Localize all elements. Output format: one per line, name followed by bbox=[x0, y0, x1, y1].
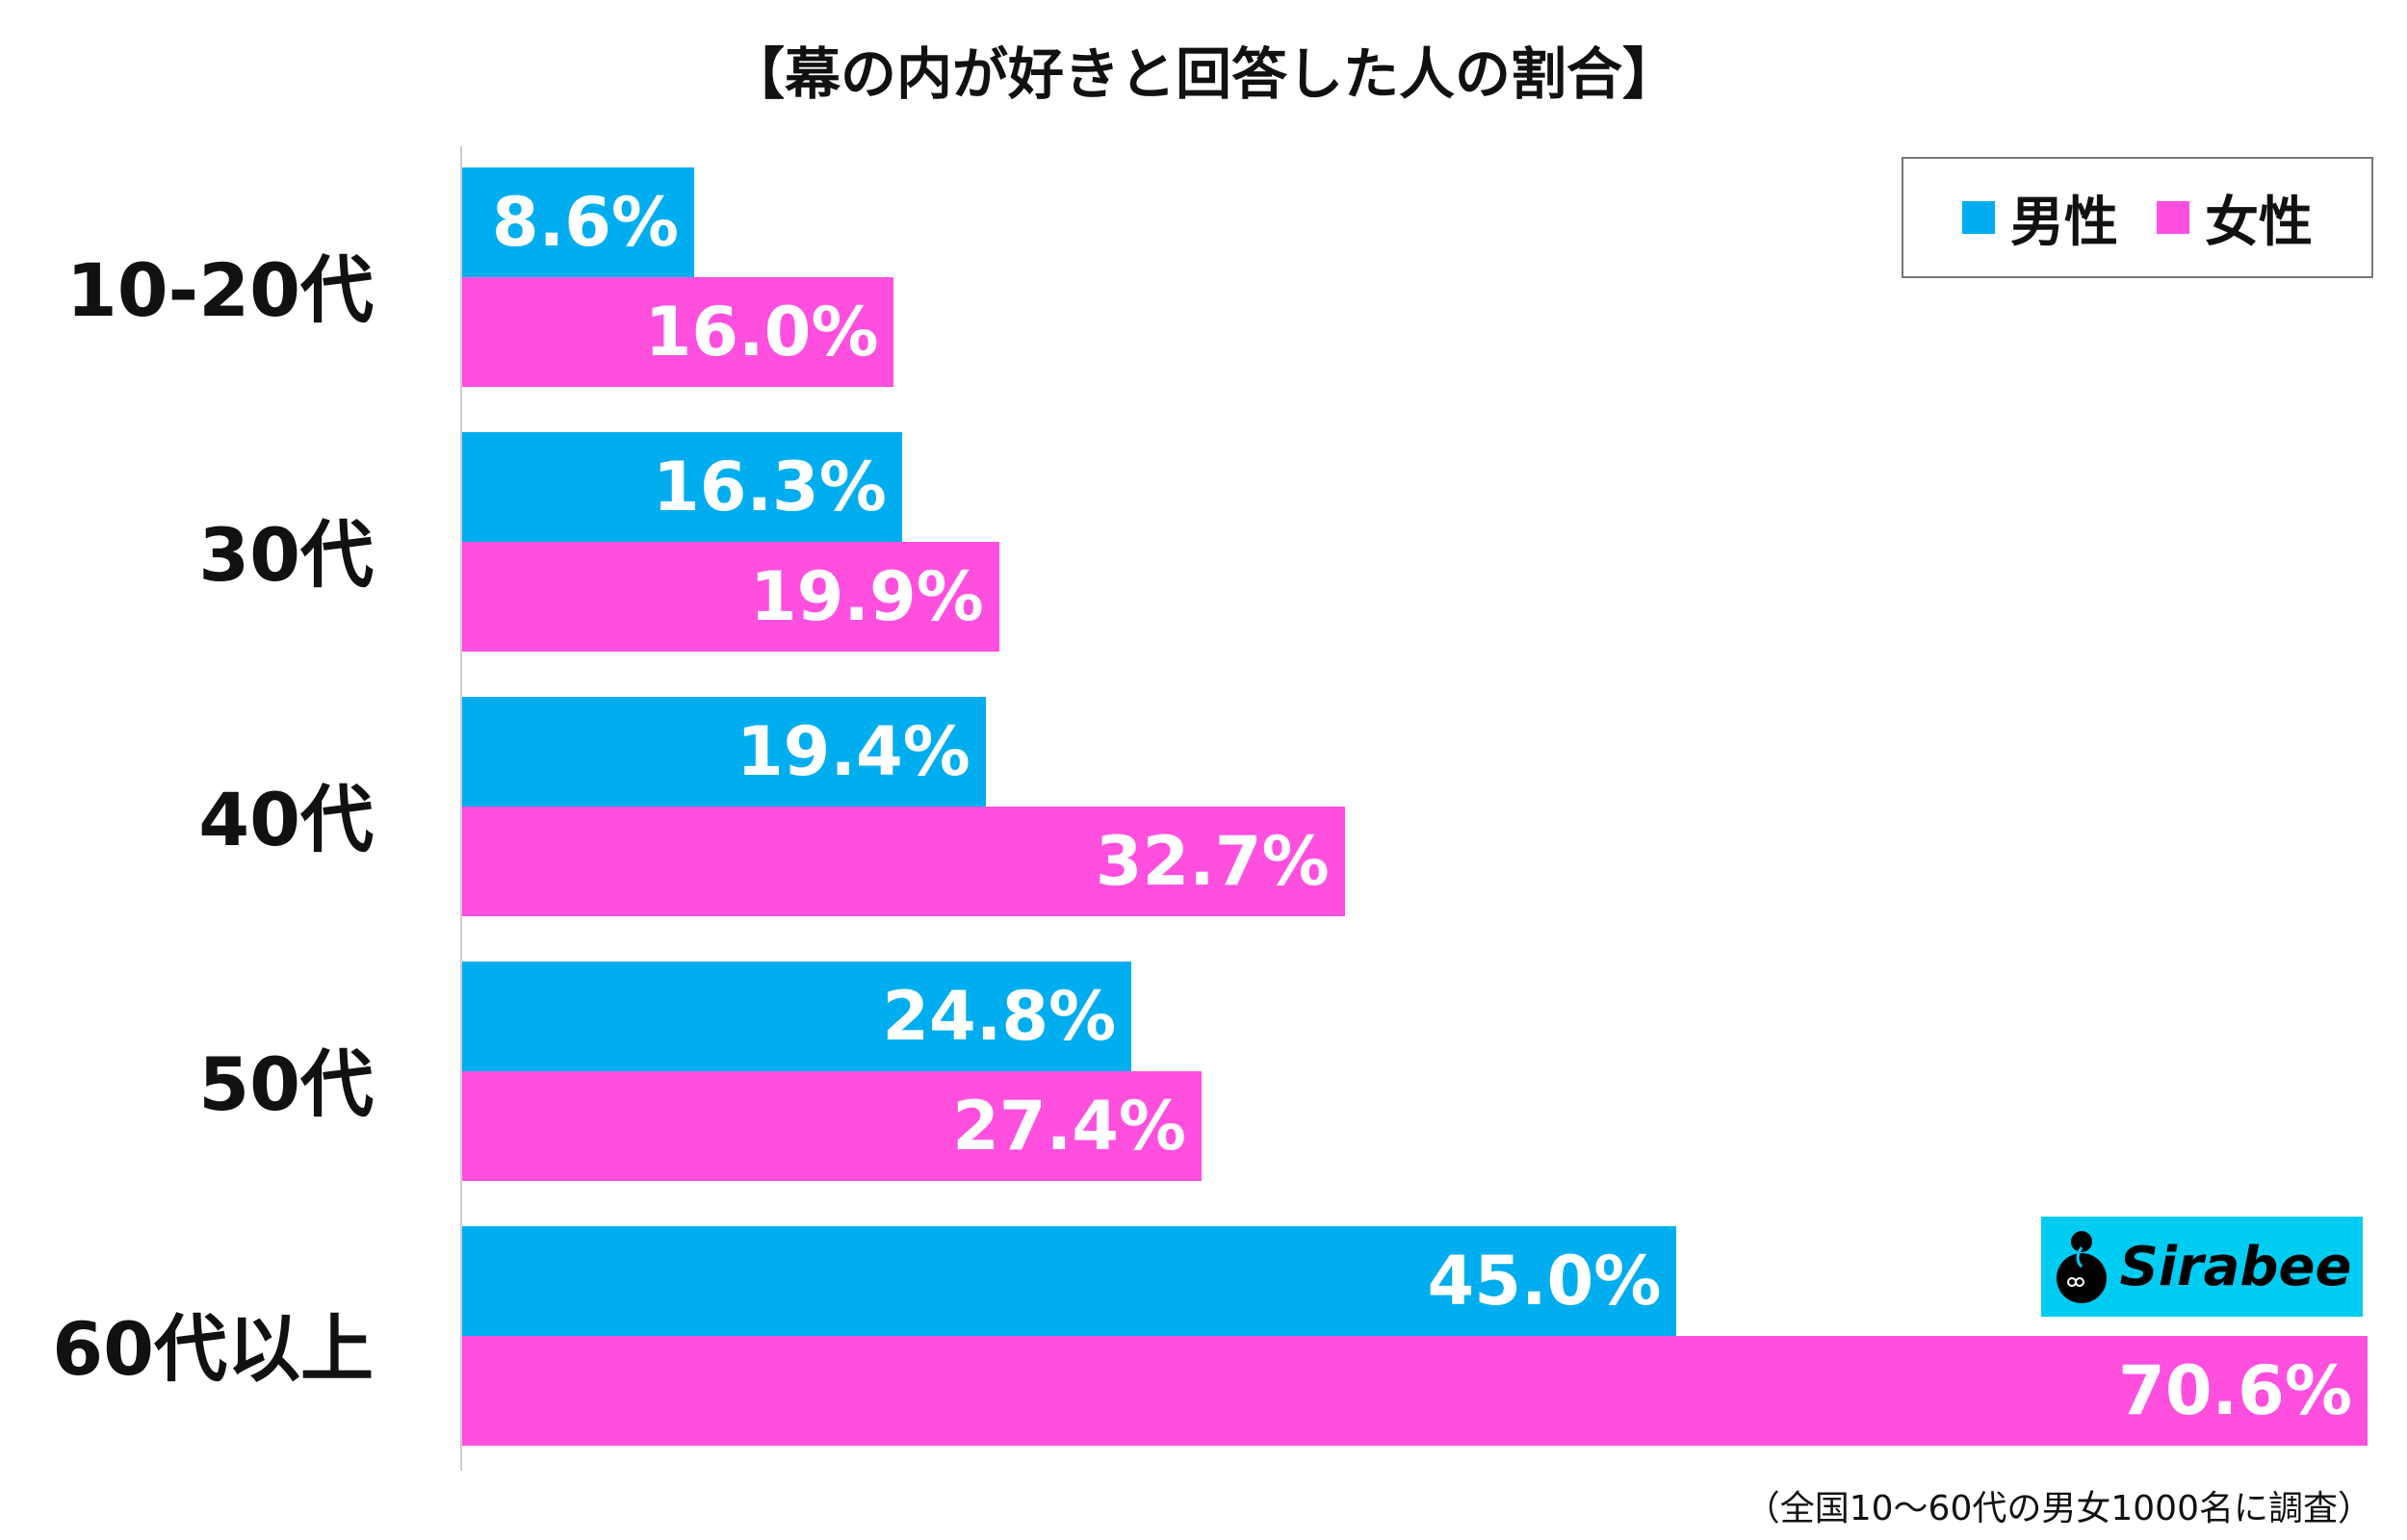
legend-label-female: 女性 bbox=[2205, 191, 2313, 254]
bar-female: 16.0% bbox=[462, 277, 894, 387]
bar-male: 24.8% bbox=[462, 962, 1132, 1071]
bar-male: 8.6% bbox=[462, 167, 695, 277]
chart-title: 【幕の内が好きと回答した人の割合】 bbox=[728, 41, 1678, 107]
sirabee-logo-text: Sirabee bbox=[2119, 1235, 2352, 1298]
sirabee-logo-icon bbox=[2056, 1231, 2107, 1303]
legend-swatch-male bbox=[1962, 201, 1995, 234]
category-label: 30代 bbox=[198, 512, 374, 598]
y-axis-line bbox=[460, 146, 462, 1471]
category-label: 60代以上 bbox=[52, 1306, 374, 1392]
category-label: 50代 bbox=[198, 1041, 374, 1127]
bar-value-label: 24.8% bbox=[882, 977, 1117, 1056]
bar-value-label: 70.6% bbox=[2118, 1351, 2352, 1430]
bar-value-label: 27.4% bbox=[952, 1087, 1187, 1166]
legend: 男性 女性 bbox=[1902, 157, 2373, 278]
bar-male: 16.3% bbox=[462, 432, 902, 542]
bar-female: 19.9% bbox=[462, 542, 999, 652]
bar-value-label: 16.3% bbox=[653, 448, 887, 526]
survey-note: （全国10〜60代の男女1000名に調査） bbox=[1745, 1489, 2372, 1528]
bar-female: 27.4% bbox=[462, 1071, 1203, 1181]
category-label: 10-20代 bbox=[65, 247, 374, 333]
bar-value-label: 19.4% bbox=[736, 712, 971, 791]
bar-male: 19.4% bbox=[462, 697, 986, 807]
bar-value-label: 19.9% bbox=[749, 557, 984, 636]
legend-label-male: 男性 bbox=[2010, 191, 2118, 254]
bar-female: 32.7% bbox=[462, 807, 1345, 916]
sirabee-logo: Sirabee bbox=[2041, 1217, 2363, 1317]
bar-value-label: 32.7% bbox=[1095, 822, 1330, 901]
legend-item-female: 女性 bbox=[2157, 179, 2313, 257]
bar-value-label: 45.0% bbox=[1427, 1242, 1662, 1321]
bar-value-label: 16.0% bbox=[644, 293, 879, 372]
legend-item-male: 男性 bbox=[1962, 179, 2118, 257]
legend-swatch-female bbox=[2157, 201, 2189, 234]
bar-male: 45.0% bbox=[462, 1226, 1677, 1336]
bar-value-label: 8.6% bbox=[491, 183, 680, 262]
category-label: 40代 bbox=[198, 777, 374, 862]
bar-female: 70.6% bbox=[462, 1336, 2368, 1446]
